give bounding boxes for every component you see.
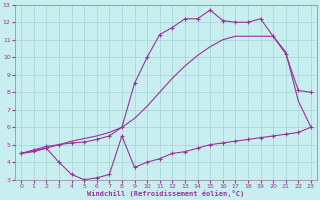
X-axis label: Windchill (Refroidissement éolien,°C): Windchill (Refroidissement éolien,°C) xyxy=(87,190,245,197)
